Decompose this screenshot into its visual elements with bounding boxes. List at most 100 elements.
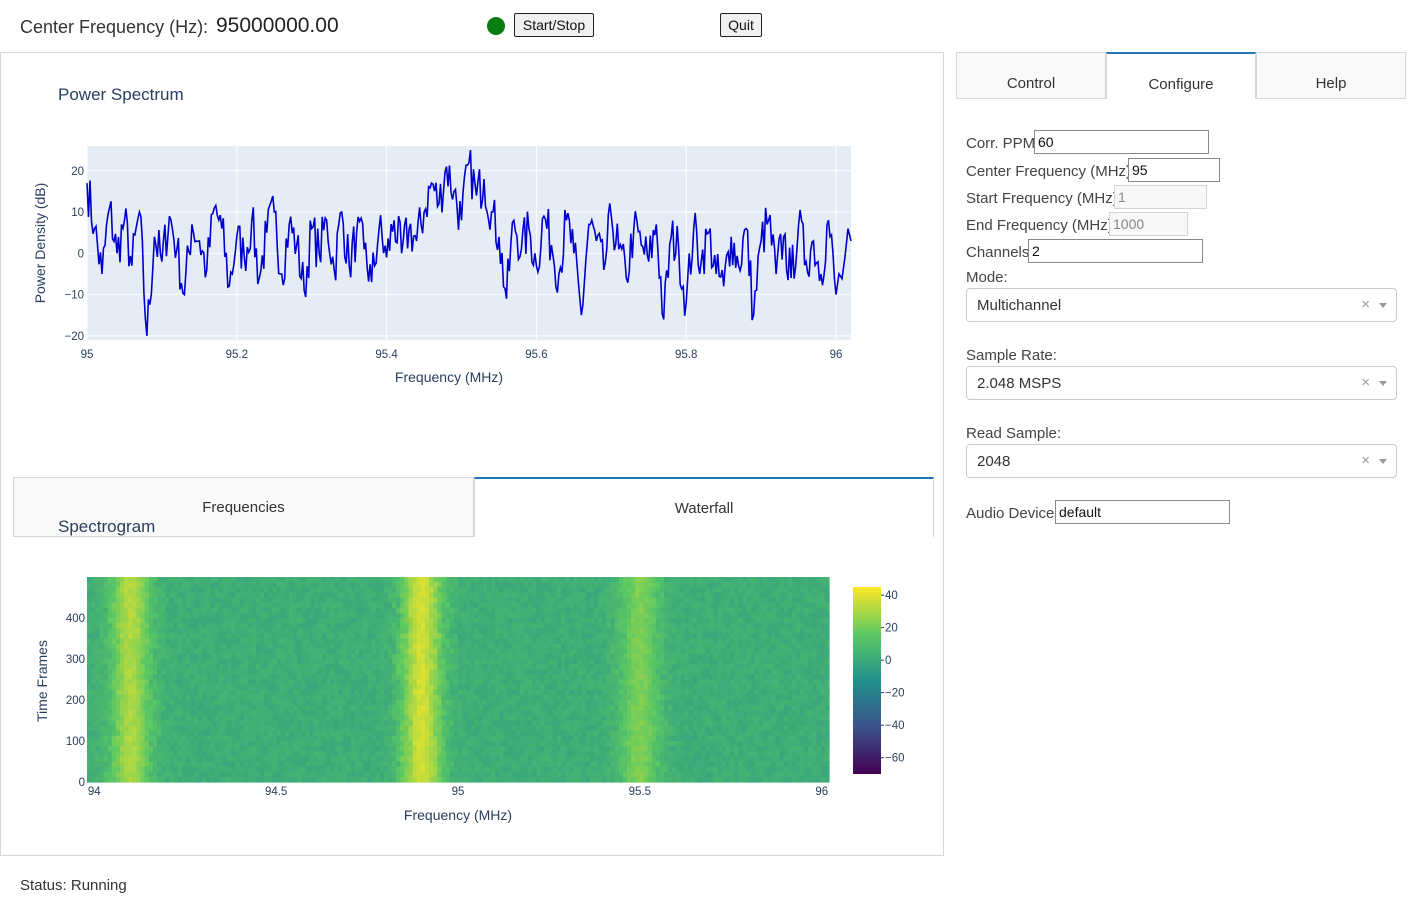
spectrogram-cell (499, 710, 504, 716)
spectrogram-cell (313, 612, 319, 619)
spectrogram-cell (412, 638, 418, 645)
spectrogram-cell (280, 766, 286, 773)
spectrogram-cell (169, 674, 175, 681)
spectrogram-cell (486, 618, 492, 624)
spectrogram-cell (499, 648, 504, 655)
spectrogram-cell (218, 592, 224, 599)
spectrogram-cell (379, 746, 385, 752)
spectrogram-cell (470, 761, 476, 768)
spectrogram-cell (511, 638, 517, 645)
spectrogram-cell (453, 766, 459, 773)
spectrogram-cell (354, 715, 360, 722)
spectrogram-cell (474, 648, 480, 655)
spectrogram-cell (519, 638, 525, 645)
spectrogram-cell (132, 618, 138, 624)
spectrogram-cell (124, 592, 129, 599)
spectrogram-cell (371, 741, 377, 747)
spectrogram-cell (425, 659, 430, 665)
spectrogram-cell (99, 725, 105, 732)
spectrogram-cell (301, 761, 307, 768)
spectrogram-cell (486, 643, 492, 650)
spectrogram-cell (268, 746, 274, 752)
spectrogram-cell (119, 705, 125, 711)
spectrogram-cell (350, 700, 356, 706)
tab-frequencies[interactable]: Frequencies (13, 477, 474, 537)
spectrogram-cell (392, 618, 397, 624)
spectrogram-cell (486, 607, 492, 614)
start-stop-button[interactable]: Start/Stop (514, 13, 594, 37)
spectrogram-cell (507, 756, 513, 763)
spectrogram-cell (585, 684, 591, 691)
spectrogram-cell (425, 689, 430, 696)
spectrogram-cell (218, 587, 224, 593)
spectrogram-cell (268, 618, 274, 624)
spectrogram-cell (326, 689, 331, 696)
spectrogram-cell (260, 602, 265, 609)
spectrogram-cell (350, 725, 356, 732)
spectrogram-cell (313, 700, 319, 706)
spectrogram-cell (99, 643, 105, 650)
spectrogram-cell (383, 607, 389, 614)
spectrogram-cell (198, 638, 204, 645)
spectrogram-cell (227, 741, 232, 747)
spectrogram-cell (552, 638, 558, 645)
spectrogram-cell (490, 710, 496, 716)
spectrogram-cell (301, 612, 307, 619)
spectrogram-cell (375, 643, 381, 650)
spectrogram-cell (429, 643, 434, 650)
spectrogram-cell (490, 592, 496, 599)
spectrogram-cell (148, 653, 154, 660)
spectrogram-cell (91, 674, 96, 681)
spectrogram-cell (458, 766, 463, 773)
spectrogram-cell (317, 776, 323, 783)
spectrogram-cell (462, 628, 467, 634)
quit-button[interactable]: Quit (720, 13, 762, 37)
spectrogram-cell (466, 587, 471, 593)
spectrogram-cell (346, 602, 352, 609)
spectrogram-cell (239, 628, 245, 634)
spectrogram-cell (260, 648, 265, 655)
spectrogram-cell (119, 618, 125, 624)
spectrogram-cell (136, 776, 142, 783)
power-spectrum-chart[interactable]: 95 95.2 95.4 95.6 95.8 96−20−1001020Frequency… (1, 113, 941, 403)
spectrogram-cell (437, 705, 443, 711)
spectrogram-cell (326, 741, 331, 747)
tab-waterfall[interactable]: Waterfall (474, 477, 934, 537)
spectrogram-cell (400, 725, 406, 732)
spectrogram-cell (107, 577, 113, 583)
spectrogram-cell (437, 607, 443, 614)
spectrogram-cell (594, 607, 599, 614)
spectrogram-cell (585, 664, 591, 670)
spectrogram-cell (264, 756, 269, 763)
spectrogram-cell (420, 628, 426, 634)
spectrogram-cell (346, 710, 352, 716)
spectrogram-cell (251, 674, 257, 681)
spectrogram-cell (91, 756, 96, 763)
spectrogram-cell (165, 582, 171, 588)
spectrogram-cell (573, 761, 579, 768)
spectrogram-cell (144, 761, 150, 768)
spectrogram-cell (400, 618, 406, 624)
spectrogram-cell (313, 751, 319, 757)
spectrogram-cell (297, 751, 302, 757)
spectrogram-cell (363, 689, 368, 696)
spectrogram-cell (132, 633, 138, 640)
spectrogram-cell (404, 741, 410, 747)
spectrogram-cell (486, 751, 492, 757)
spectrogram-cell (190, 720, 195, 727)
spectrogram-cell (528, 653, 533, 660)
spectrogram-cell (185, 776, 191, 783)
spectrogram-cell (594, 623, 599, 629)
spectrogram-cell (317, 766, 323, 773)
spectrogram-cell (569, 771, 575, 778)
spectrogram-cell (396, 756, 401, 763)
spectrogram-cell (243, 725, 249, 732)
spectrogram-cell (272, 669, 278, 675)
spectrogram-cell (433, 705, 438, 711)
spectrogram-cell (256, 766, 261, 773)
spectrogram-cell (482, 766, 488, 773)
spectrogram-cell (458, 735, 463, 742)
spectrogram-cell (223, 638, 228, 645)
spectrogram-cell (507, 648, 513, 655)
